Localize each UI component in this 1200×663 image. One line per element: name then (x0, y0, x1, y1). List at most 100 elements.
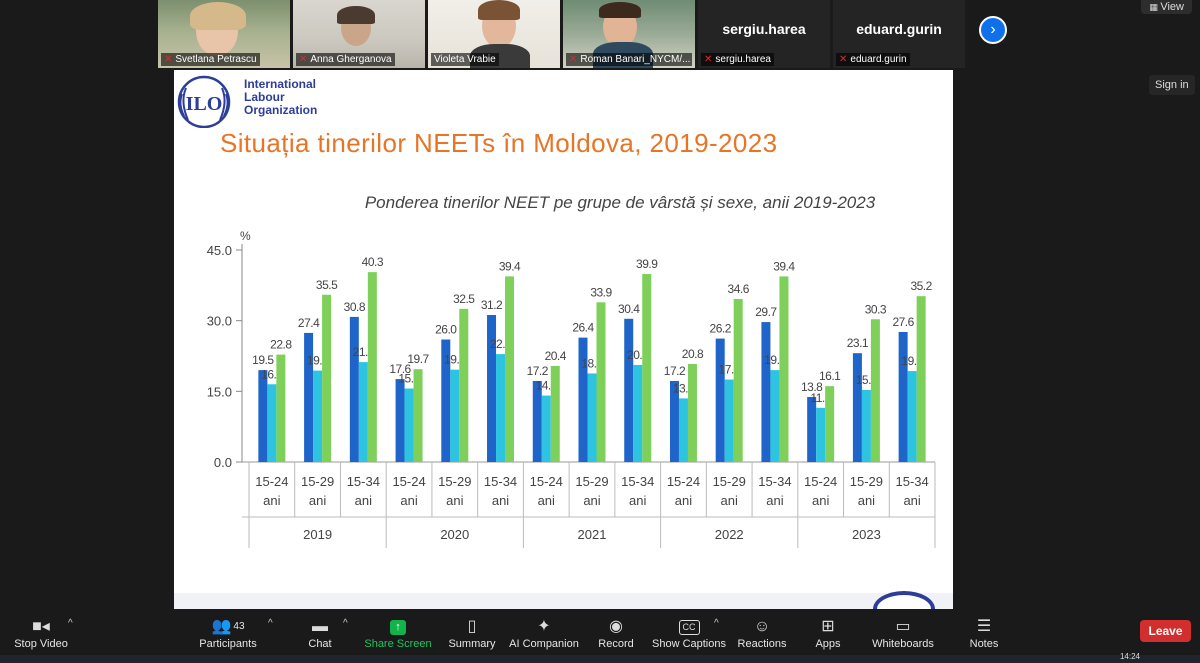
data-label: 13.8 (801, 380, 823, 394)
data-label: 20.4 (545, 349, 567, 363)
bar-total (441, 339, 451, 462)
participant-tile[interactable]: ✕ Anna Gherganova (293, 0, 425, 68)
participant-tile[interactable]: ✕ Svetlana Petrascu (158, 0, 290, 68)
bar-brbai (770, 370, 780, 462)
bar-brbai (541, 395, 551, 462)
mic-muted-icon: ✕ (299, 54, 308, 65)
data-label: 19.7 (407, 352, 429, 366)
next-page-button[interactable]: › (979, 16, 1007, 44)
bar-total (761, 322, 771, 462)
participant-name: eduard.gurin (850, 54, 907, 65)
share-screen-button[interactable]: ↑ Share Screen (353, 616, 443, 650)
x-tick-label: ani (309, 493, 326, 508)
participants-options-caret[interactable]: ^ (268, 618, 273, 629)
x-tick-label: ani (400, 493, 417, 508)
bar-brbai (678, 398, 688, 462)
reactions-button[interactable]: ☺ Reactions (717, 616, 807, 650)
captions-options-caret[interactable]: ^ (714, 618, 719, 629)
bar-femei (870, 319, 880, 462)
participant-tile[interactable]: ✕ Roman Banari_NYCM/... (563, 0, 695, 68)
x-tick-label: ani (263, 493, 280, 508)
chevron-right-icon: › (990, 21, 996, 38)
data-label: 34.6 (728, 282, 750, 296)
chat-label: Chat (308, 638, 332, 650)
bar-total (395, 379, 405, 462)
leave-button[interactable]: Leave (1140, 620, 1191, 642)
y-tick-label: 45.0 (207, 243, 232, 258)
mic-muted-icon: ✕ (164, 54, 173, 65)
chat-bubble-icon: ▬ (312, 618, 328, 635)
data-label: 35.5 (316, 278, 338, 292)
stop-video-button[interactable]: ■◂ Stop Video (0, 616, 86, 650)
x-tick-label: 15-34 (621, 474, 654, 489)
data-label: 35.2 (910, 279, 932, 293)
data-label: 26.2 (710, 322, 732, 336)
bar-femei (687, 364, 697, 462)
chat-button[interactable]: ▬ Chat (275, 616, 365, 650)
share-arrow-icon: ↑ (390, 619, 406, 635)
x-tick-label: 15-29 (575, 474, 608, 489)
whiteboards-label: Whiteboards (872, 638, 934, 650)
video-options-caret[interactable]: ^ (68, 618, 73, 629)
x-tick-label: 15-29 (850, 474, 883, 489)
data-label: 16.1 (819, 369, 841, 383)
participants-count: 43 (233, 621, 245, 632)
record-button[interactable]: ◉ Record (571, 616, 661, 650)
apps-label: Apps (815, 638, 841, 650)
reactions-label: Reactions (737, 638, 787, 650)
neet-bar-chart: Ponderea tinerilor NEET pe grupe de vârs… (207, 193, 936, 548)
participants-button[interactable]: 👥 43 Participants (183, 616, 273, 650)
show-captions-button[interactable]: CC Show Captions (644, 616, 734, 650)
x-tick-label: 15-29 (438, 474, 471, 489)
view-button[interactable]: ▦ View (1141, 0, 1192, 14)
participant-tile[interactable]: sergiu.harea ✕ sergiu.harea (698, 0, 830, 68)
y-axis-label: % (240, 229, 251, 243)
data-label: 30.4 (618, 302, 640, 316)
bar-brbai (861, 389, 871, 462)
x-tick-label: ani (629, 493, 646, 508)
org-line: International (244, 77, 317, 91)
participant-name: Anna Gherganova (310, 54, 392, 65)
bar-brbai (724, 379, 734, 462)
whiteboards-button[interactable]: ▭ Whiteboards (858, 616, 948, 650)
bar-brbai (496, 354, 506, 462)
ai-companion-button[interactable]: ✦ AI Companion (499, 616, 589, 650)
ai-companion-label: AI Companion (509, 638, 579, 650)
year-label: 2022 (715, 527, 744, 542)
x-tick-label: ani (675, 493, 692, 508)
x-tick-label: 15-24 (392, 474, 425, 489)
notes-icon: ☰ (976, 618, 992, 635)
data-label: 17.6 (389, 362, 411, 376)
notes-button[interactable]: ☰ Notes (939, 616, 1029, 650)
participant-tile[interactable]: Violeta Vrabie (428, 0, 560, 68)
bar-brbai (633, 364, 643, 462)
participant-name: Roman Banari_NYCM/... (580, 54, 691, 65)
x-tick-label: 15-29 (301, 474, 334, 489)
data-label: 31.2 (481, 298, 503, 312)
bar-femei (367, 272, 377, 462)
document-sparkle-icon: ▯ (467, 618, 477, 635)
apps-button[interactable]: ⊞ Apps (783, 616, 873, 650)
sign-in-button[interactable]: Sign in (1149, 75, 1195, 95)
x-tick-label: ani (812, 493, 829, 508)
participant-name: sergiu.harea (715, 54, 771, 65)
bar-brbai (313, 370, 323, 462)
participant-display-name: sergiu.harea (722, 21, 806, 37)
bar-femei (322, 294, 332, 462)
bar-total (852, 353, 862, 462)
x-tick-label: 15-34 (758, 474, 791, 489)
data-label: 19.5 (252, 353, 274, 367)
people-icon: 👥 (211, 618, 232, 635)
show-captions-label: Show Captions (652, 638, 726, 650)
x-tick-label: 15-24 (255, 474, 288, 489)
notes-label: Notes (969, 638, 999, 650)
x-tick-label: ani (355, 493, 372, 508)
data-label: 22.8 (270, 338, 292, 352)
summary-button[interactable]: ▯ Summary (427, 616, 517, 650)
bar-total (669, 380, 679, 462)
chat-options-caret[interactable]: ^ (343, 618, 348, 629)
org-line: Labour (244, 90, 285, 104)
participant-tile[interactable]: eduard.gurin ✕ eduard.gurin (833, 0, 965, 68)
x-tick-label: ani (766, 493, 783, 508)
bar-brbai (358, 362, 368, 462)
